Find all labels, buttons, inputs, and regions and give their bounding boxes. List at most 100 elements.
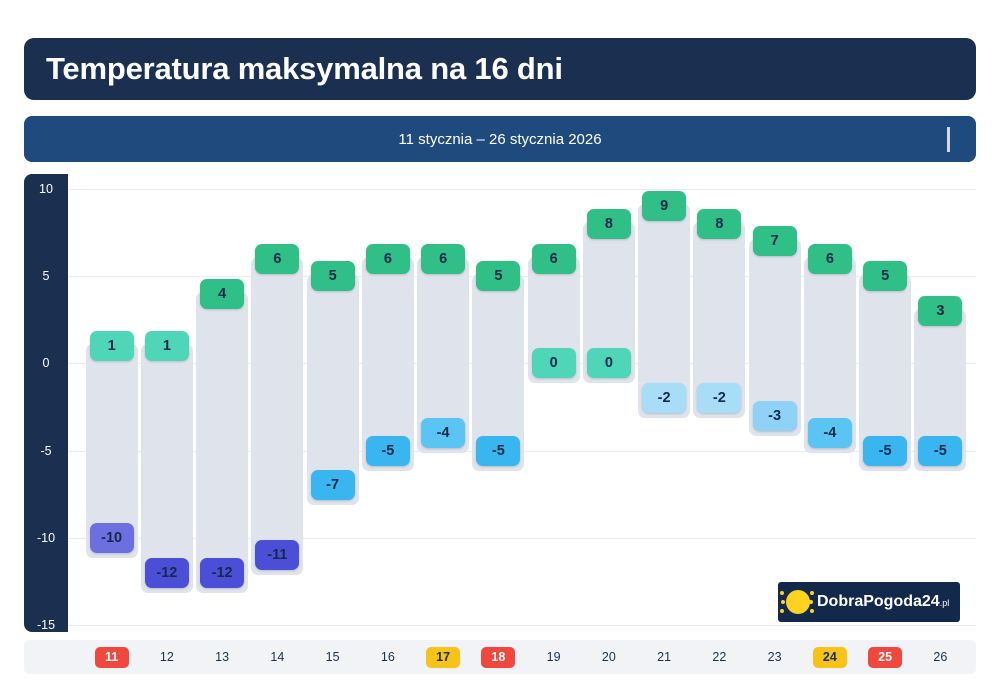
min-temp-pill: -7 bbox=[310, 470, 355, 501]
brand-logo: DobraPogoda24.pl bbox=[778, 582, 960, 622]
grid-line bbox=[68, 537, 976, 539]
day-axis-cell[interactable]: 11 bbox=[84, 640, 139, 674]
bar-column[interactable]: 5 -5 bbox=[858, 174, 913, 632]
day-axis-cell[interactable]: 24 bbox=[802, 640, 857, 674]
min-temp-pill: -5 bbox=[476, 435, 521, 466]
max-temp-pill: 7 bbox=[752, 226, 797, 257]
scroll-handle[interactable] bbox=[947, 127, 950, 152]
day-axis-cell[interactable]: 17 bbox=[416, 640, 471, 674]
min-temp-pill: 0 bbox=[531, 348, 576, 379]
min-temp-pill: -2 bbox=[697, 383, 742, 414]
day-label: 14 bbox=[270, 650, 285, 664]
max-temp-pill: 6 bbox=[255, 243, 300, 274]
y-tick-label: -5 bbox=[40, 443, 52, 458]
day-label: 15 bbox=[325, 650, 340, 664]
bar-column[interactable]: 1 -10 bbox=[84, 174, 139, 632]
day-axis-cell[interactable]: 13 bbox=[195, 640, 250, 674]
min-temp-pill: -3 bbox=[752, 400, 797, 431]
day-axis-cell[interactable]: 22 bbox=[692, 640, 747, 674]
brand-logo-text: DobraPogoda24.pl bbox=[817, 593, 949, 611]
day-axis-cell[interactable]: 12 bbox=[139, 640, 194, 674]
bar-body bbox=[85, 343, 138, 558]
day-axis-cell[interactable]: 25 bbox=[858, 640, 913, 674]
day-label: 23 bbox=[767, 650, 782, 664]
max-temp-pill: 9 bbox=[642, 191, 687, 222]
day-axis-cell[interactable]: 15 bbox=[305, 640, 360, 674]
day-label: 20 bbox=[601, 650, 616, 664]
max-temp-pill: 1 bbox=[89, 330, 134, 361]
min-temp-pill: -10 bbox=[89, 522, 134, 553]
grid-line bbox=[68, 625, 976, 626]
y-tick-label: -15 bbox=[36, 618, 56, 632]
sun-icon bbox=[781, 590, 810, 614]
day-label: 19 bbox=[546, 650, 561, 664]
bar-column[interactable]: 4 -12 bbox=[195, 174, 250, 632]
bar-column[interactable]: 5 -7 bbox=[305, 174, 360, 632]
bar-column[interactable]: 6 -11 bbox=[250, 174, 305, 632]
day-label: 24 bbox=[812, 646, 847, 668]
bar-column[interactable]: 1 -12 bbox=[139, 174, 194, 632]
max-temp-pill: 3 bbox=[918, 296, 963, 327]
bar-column[interactable]: 6 -4 bbox=[802, 174, 857, 632]
date-range-label: 11 stycznia – 26 stycznia 2026 bbox=[398, 130, 602, 148]
day-label: 18 bbox=[481, 646, 516, 668]
y-tick-label: -10 bbox=[36, 530, 56, 545]
min-temp-pill: -11 bbox=[255, 540, 300, 571]
max-temp-pill: 6 bbox=[365, 243, 410, 274]
brand-part-2: Pogoda bbox=[863, 593, 922, 610]
bar-column[interactable]: 5 -5 bbox=[471, 174, 526, 632]
brand-part-3: 24 bbox=[921, 593, 940, 610]
day-label: 26 bbox=[933, 650, 948, 664]
grid-line bbox=[68, 189, 976, 190]
max-temp-pill: 5 bbox=[863, 261, 908, 292]
bar-column[interactable]: 9 -2 bbox=[637, 174, 692, 632]
day-axis-cell[interactable]: 21 bbox=[637, 640, 692, 674]
bar-body bbox=[196, 291, 249, 593]
min-temp-pill: 0 bbox=[586, 348, 631, 379]
min-temp-pill: -4 bbox=[421, 418, 466, 449]
day-axis-cell[interactable]: 16 bbox=[360, 640, 415, 674]
day-axis-cell[interactable]: 19 bbox=[526, 640, 581, 674]
max-temp-pill: 6 bbox=[421, 243, 466, 274]
day-label: 12 bbox=[159, 650, 174, 664]
max-temp-pill: 5 bbox=[476, 261, 521, 292]
bar-body bbox=[638, 204, 691, 419]
day-label: 25 bbox=[868, 646, 903, 668]
min-temp-pill: -2 bbox=[642, 383, 687, 414]
max-temp-pill: 8 bbox=[586, 208, 631, 239]
max-temp-pill: 5 bbox=[310, 261, 355, 292]
min-temp-pill: -12 bbox=[200, 557, 245, 588]
bar-column[interactable]: 3 -5 bbox=[913, 174, 968, 632]
day-axis-cell[interactable]: 14 bbox=[250, 640, 305, 674]
y-tick-label: 10 bbox=[39, 182, 53, 196]
min-temp-pill: -5 bbox=[918, 435, 963, 466]
day-label: 17 bbox=[426, 646, 461, 668]
bars-container: 1 -10 1 -12 4 -12 6 -11 5 -7 6 -5 6 -4 5 -5 6 0 8 0 9 -2 8 -2 7-… bbox=[68, 174, 976, 632]
min-temp-pill: -5 bbox=[863, 435, 908, 466]
bar-column[interactable]: 8 -2 bbox=[692, 174, 747, 632]
day-axis: 11 12 13 14 15 16 17 18 19 20 21 22 23 24 25 26 bbox=[24, 640, 976, 674]
max-temp-pill: 6 bbox=[807, 243, 852, 274]
bar-column[interactable]: 6 -4 bbox=[416, 174, 471, 632]
bar-column[interactable]: 7 -3 bbox=[747, 174, 802, 632]
date-range-bar: 11 stycznia – 26 stycznia 2026 bbox=[24, 116, 976, 162]
day-axis-cell[interactable]: 26 bbox=[913, 640, 968, 674]
bar-column[interactable]: 6 -5 bbox=[360, 174, 415, 632]
day-axis-cell[interactable]: 18 bbox=[471, 640, 526, 674]
max-temp-pill: 8 bbox=[697, 208, 742, 239]
y-axis-band bbox=[24, 174, 68, 632]
bar-body bbox=[306, 274, 359, 506]
day-axis-cell[interactable]: 20 bbox=[581, 640, 636, 674]
day-label: 13 bbox=[215, 650, 230, 664]
chart-plot-area: 10 5 0 -5 -10 -15 1 -10 1 -12 4 -12 6 -11 5 -7 6 -5 6 -4 5 -… bbox=[24, 174, 976, 632]
min-temp-pill: -4 bbox=[807, 418, 852, 449]
day-label: 16 bbox=[380, 650, 395, 664]
max-temp-pill: 6 bbox=[531, 243, 576, 274]
min-temp-pill: -5 bbox=[365, 435, 410, 466]
day-axis-cell[interactable]: 23 bbox=[747, 640, 802, 674]
max-temp-pill: 1 bbox=[144, 330, 189, 361]
y-tick-label: 0 bbox=[42, 356, 50, 371]
